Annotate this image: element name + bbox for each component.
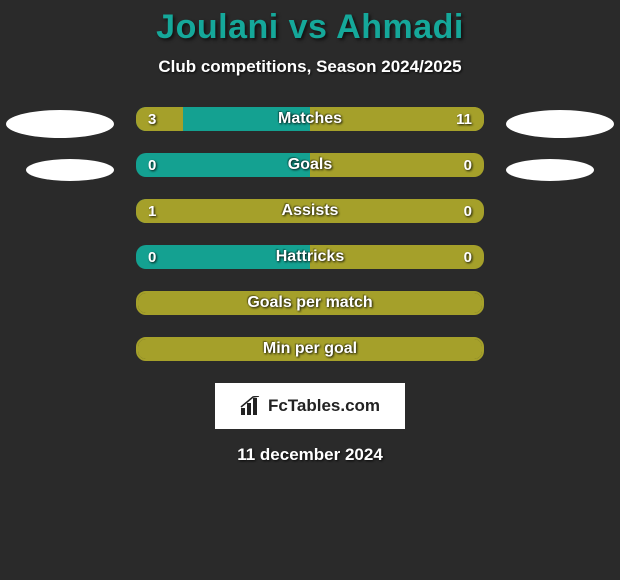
stat-row: Goals 0 0	[136, 153, 484, 177]
logo-text: FcTables.com	[268, 396, 380, 416]
stat-value-left: 3	[148, 111, 156, 128]
fctables-logo[interactable]: FcTables.com	[215, 383, 405, 429]
stat-value-right: 0	[464, 203, 472, 220]
stat-label: Matches	[278, 110, 342, 128]
stat-value-right: 0	[464, 249, 472, 266]
stat-label: Goals	[288, 156, 332, 174]
bar-right-base	[310, 153, 484, 177]
stat-value-left: 1	[148, 203, 156, 220]
player-badge-placeholder	[6, 110, 114, 138]
date-label: 11 december 2024	[237, 445, 383, 465]
stat-label: Assists	[282, 202, 339, 220]
bar-left-fill	[136, 107, 183, 131]
stat-label: Hattricks	[276, 248, 344, 266]
stat-label: Goals per match	[247, 294, 372, 312]
stat-row: Goals per match	[136, 291, 484, 315]
stat-value-left: 0	[148, 157, 156, 174]
stats-area: Matches311Goals00Assists10Hattricks00Goa…	[0, 107, 620, 361]
stat-label: Min per goal	[263, 340, 357, 358]
player-badge-placeholder	[506, 110, 614, 138]
stat-row: Matches 3 11	[136, 107, 484, 131]
stat-value-left: 0	[148, 249, 156, 266]
stat-value-right: 11	[456, 111, 472, 128]
stat-row: Assists 1 0	[136, 199, 484, 223]
stat-value-right: 0	[464, 157, 472, 174]
bar-chart-icon	[240, 396, 262, 416]
stat-row: Hattricks 0 0	[136, 245, 484, 269]
player-badge-placeholder	[506, 159, 594, 181]
subtitle: Club competitions, Season 2024/2025	[158, 57, 461, 77]
player-badge-placeholder	[26, 159, 114, 181]
page-title: Joulani vs Ahmadi	[156, 8, 464, 47]
comparison-card: Joulani vs Ahmadi Club competitions, Sea…	[0, 0, 620, 465]
stat-row: Min per goal	[136, 337, 484, 361]
bar-left-base	[136, 153, 310, 177]
